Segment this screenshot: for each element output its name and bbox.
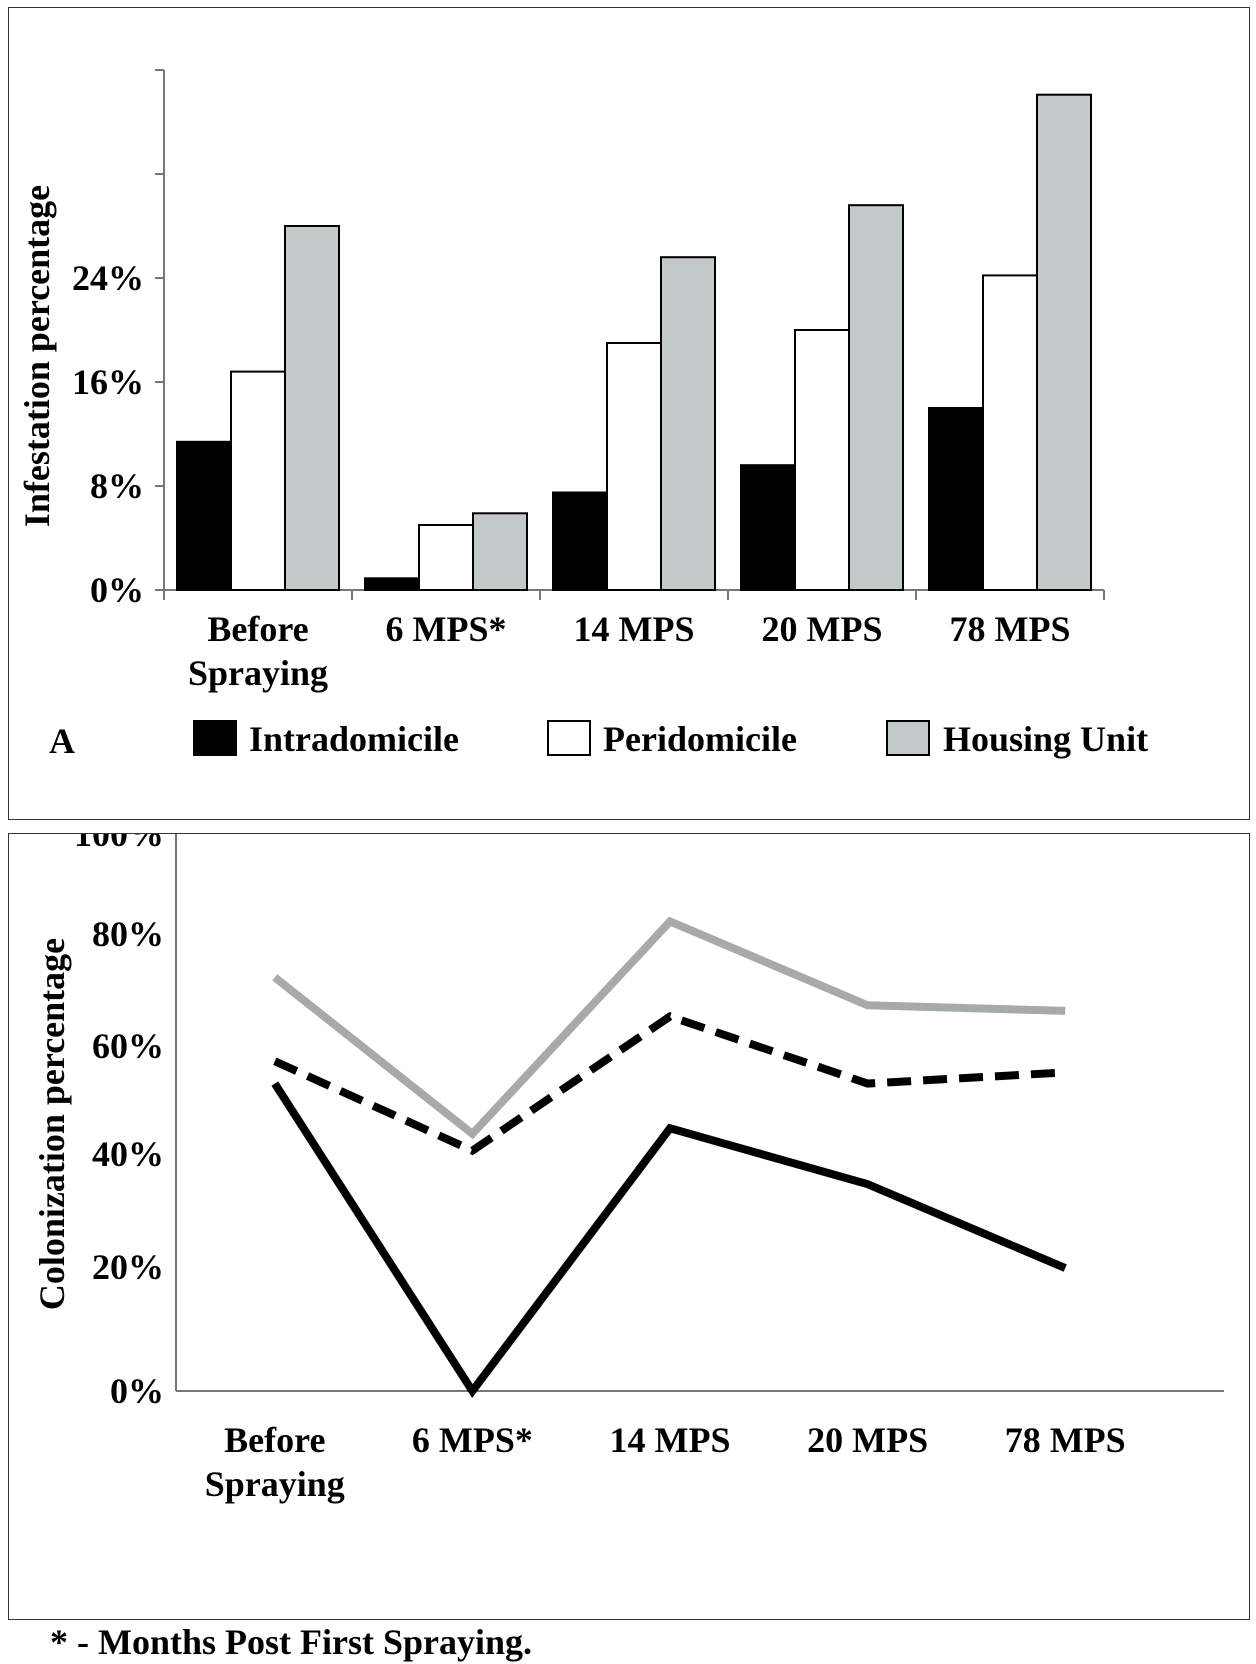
x-category-label: 6 MPS* <box>412 1420 533 1460</box>
footnote: * - Months Post First Spraying. <box>50 1622 533 1662</box>
bar-peridomicile <box>982 274 1038 591</box>
bar-housing-unit <box>472 512 528 591</box>
bar-housing-unit <box>660 256 716 591</box>
legend-label: Peridomicile <box>603 719 797 759</box>
colonization-chart-panel: 0% 20% 40% 60% 80% 100% Before Spraying 6 MPS* 14… <box>8 833 1250 1620</box>
x-category-label: 6 MPS* <box>386 609 507 649</box>
y-tick-label: 60% <box>92 1026 164 1066</box>
bar-peridomicile <box>794 329 850 591</box>
x-category-label: 14 MPS <box>574 609 695 649</box>
colonization-line-chart: 0% 20% 40% 60% 80% 100% Before Spraying 6 MPS* 14… <box>32 834 1224 1504</box>
infestation-chart-panel: 0% 8% 16% 24% Before Spraying 6 MPS* 14 MPS 20 M… <box>8 7 1250 820</box>
y-tick-label: 24% <box>72 258 144 298</box>
bar-intradomicile <box>740 464 796 592</box>
y-tick-label: 0% <box>90 570 144 610</box>
bar-peridomicile <box>418 524 474 591</box>
y-axis-title: Colonization percentage <box>32 938 72 1310</box>
x-category-label: 20 MPS <box>762 609 883 649</box>
y-tick-label: 0% <box>110 1371 164 1411</box>
bar-intradomicile <box>364 577 420 591</box>
legend-label: Housing Unit <box>943 719 1148 759</box>
x-category-label: 20 MPS <box>807 1420 928 1460</box>
bar-intradomicile <box>928 407 984 591</box>
legend-swatch <box>886 720 930 756</box>
bar-intradomicile <box>176 440 232 591</box>
series-line-1 <box>272 916 1066 1140</box>
bar-peridomicile <box>606 342 662 591</box>
bar-peridomicile <box>230 370 286 591</box>
panel-label: A <box>49 721 75 761</box>
y-axis-title: Infestation percentage <box>17 185 57 527</box>
bar-intradomicile <box>552 491 608 591</box>
legend-swatch <box>547 720 591 756</box>
x-category-label: Before Spraying <box>188 609 328 693</box>
x-category-label: 14 MPS <box>610 1420 731 1460</box>
legend-swatch <box>193 720 237 756</box>
series-line-3 <box>271 1081 1067 1398</box>
y-tick-label: 100% <box>74 834 164 854</box>
x-category-label: 78 MPS <box>950 609 1071 649</box>
y-tick-label: 20% <box>92 1247 164 1287</box>
y-tick-label: 8% <box>90 466 144 506</box>
bar-housing-unit <box>284 225 340 591</box>
bar-housing-unit <box>1036 93 1092 591</box>
bar-housing-unit <box>848 204 904 591</box>
series-line-2 <box>273 1012 1066 1156</box>
legend-label: Intradomicile <box>249 719 459 759</box>
infestation-bar-chart: 0% 8% 16% 24% Before Spraying 6 MPS* 14 MPS 20 M… <box>17 69 1148 761</box>
x-category-label: Before Spraying <box>205 1420 345 1504</box>
x-category-label: 78 MPS <box>1005 1420 1126 1460</box>
y-tick-label: 80% <box>92 914 164 954</box>
y-tick-label: 16% <box>72 362 144 402</box>
y-tick-label: 40% <box>92 1134 164 1174</box>
